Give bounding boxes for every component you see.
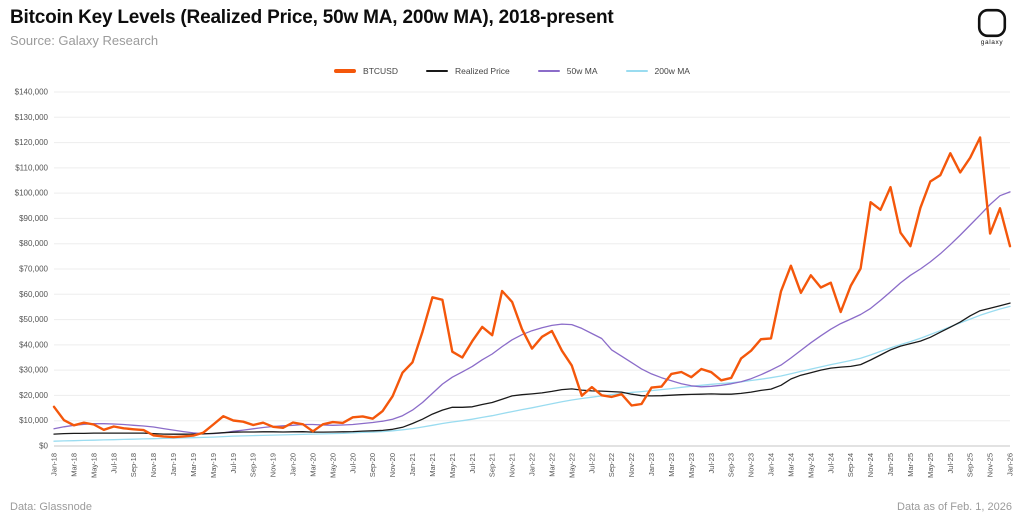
svg-text:Jul-21: Jul-21	[468, 453, 477, 473]
legend-swatch-realized-price-icon	[425, 70, 448, 72]
svg-text:Jan-25: Jan-25	[886, 453, 895, 476]
svg-text:Nov-19: Nov-19	[269, 453, 278, 477]
svg-text:Mar-25: Mar-25	[906, 453, 915, 477]
svg-text:May-18: May-18	[89, 453, 98, 478]
svg-text:$80,000: $80,000	[19, 239, 48, 248]
svg-text:Jul-23: Jul-23	[707, 453, 716, 473]
svg-text:Mar-24: Mar-24	[786, 453, 795, 477]
svg-text:Sep-18: Sep-18	[129, 453, 138, 477]
svg-text:Mar-22: Mar-22	[547, 453, 556, 477]
svg-text:Jan-23: Jan-23	[647, 453, 656, 476]
svg-text:$30,000: $30,000	[19, 366, 48, 375]
svg-text:May-22: May-22	[567, 453, 576, 478]
svg-text:Jul-20: Jul-20	[348, 453, 357, 473]
svg-text:Jan-18: Jan-18	[50, 453, 59, 476]
svg-text:$100,000: $100,000	[15, 189, 49, 198]
svg-text:$50,000: $50,000	[19, 315, 48, 324]
svg-text:$20,000: $20,000	[19, 391, 48, 400]
svg-text:Sep-20: Sep-20	[368, 453, 377, 477]
svg-text:$120,000: $120,000	[15, 138, 49, 147]
svg-text:$90,000: $90,000	[19, 214, 48, 223]
legend-label-btcusd: BTCUSD	[363, 66, 398, 76]
svg-text:May-19: May-19	[209, 453, 218, 478]
svg-text:$110,000: $110,000	[15, 163, 48, 172]
legend-swatch-200w-ma-icon	[625, 70, 648, 72]
legend-label-realized-price: Realized Price	[454, 66, 510, 76]
svg-text:Sep-23: Sep-23	[727, 453, 736, 477]
svg-text:Jan-22: Jan-22	[528, 453, 537, 476]
svg-text:Jan-19: Jan-19	[169, 453, 178, 476]
svg-text:$10,000: $10,000	[19, 416, 48, 425]
svg-text:Nov-25: Nov-25	[986, 453, 995, 477]
legend-swatch-50w-ma-icon	[537, 70, 560, 72]
price-chart: $0 $10,000 $20,000 $30,000 $40,000 $50,000 $60…	[8, 82, 1016, 499]
legend-item-200w-ma: 200w MA	[625, 66, 690, 76]
svg-text:$140,000: $140,000	[15, 88, 49, 97]
svg-text:Sep-21: Sep-21	[488, 453, 497, 477]
svg-text:Nov-23: Nov-23	[747, 453, 756, 477]
svg-text:Jan-21: Jan-21	[408, 453, 417, 476]
svg-text:Nov-20: Nov-20	[388, 453, 397, 477]
svg-text:Jan-24: Jan-24	[767, 453, 776, 476]
svg-text:May-23: May-23	[687, 453, 696, 478]
source-label: Source: Galaxy Research	[10, 33, 159, 48]
svg-text:Jul-22: Jul-22	[587, 453, 596, 473]
svg-text:Jul-19: Jul-19	[229, 453, 238, 473]
svg-text:$70,000: $70,000	[19, 265, 48, 274]
svg-text:$130,000: $130,000	[15, 113, 49, 122]
svg-text:Sep-19: Sep-19	[249, 453, 258, 477]
legend-item-realized-price: Realized Price	[425, 66, 510, 76]
svg-text:Mar-18: Mar-18	[69, 453, 78, 477]
svg-text:Mar-23: Mar-23	[667, 453, 676, 477]
svg-text:May-24: May-24	[806, 453, 815, 478]
svg-text:Mar-20: Mar-20	[308, 453, 317, 477]
galaxy-logo-label: galaxy	[980, 39, 1004, 46]
svg-text:Jul-24: Jul-24	[826, 453, 835, 473]
svg-text:Nov-21: Nov-21	[508, 453, 517, 477]
svg-text:Nov-18: Nov-18	[149, 453, 158, 477]
svg-text:Sep-24: Sep-24	[846, 453, 855, 477]
svg-text:May-20: May-20	[328, 453, 337, 478]
legend-label-50w-ma: 50w MA	[566, 66, 598, 76]
svg-text:Jan-20: Jan-20	[289, 453, 298, 476]
legend-item-50w-ma: 50w MA	[537, 66, 598, 76]
chart-legend: BTCUSD Realized Price 50w MA 200w MA	[0, 66, 1024, 76]
svg-text:Nov-22: Nov-22	[627, 453, 636, 477]
svg-text:Mar-19: Mar-19	[189, 453, 198, 477]
svg-text:$60,000: $60,000	[19, 290, 48, 299]
data-as-of-note: Data as of Feb. 1, 2026	[897, 501, 1012, 513]
svg-text:Nov-24: Nov-24	[866, 453, 875, 477]
svg-text:Jul-25: Jul-25	[946, 453, 955, 473]
galaxy-logo-icon	[977, 8, 1007, 38]
legend-item-btcusd: BTCUSD	[334, 66, 398, 76]
galaxy-logo: galaxy	[970, 8, 1014, 46]
svg-text:Jul-18: Jul-18	[109, 453, 118, 473]
svg-text:Sep-25: Sep-25	[966, 453, 975, 477]
legend-label-200w-ma: 200w MA	[654, 66, 690, 76]
svg-text:Sep-22: Sep-22	[607, 453, 616, 477]
svg-text:$0: $0	[39, 442, 48, 451]
svg-text:May-21: May-21	[448, 453, 457, 478]
svg-text:May-25: May-25	[926, 453, 935, 478]
svg-text:$40,000: $40,000	[19, 340, 48, 349]
svg-text:Mar-21: Mar-21	[428, 453, 437, 477]
page-title: Bitcoin Key Levels (Realized Price, 50w …	[10, 7, 614, 28]
data-source-note: Data: Glassnode	[10, 501, 92, 513]
svg-text:Jan-26: Jan-26	[1006, 453, 1015, 476]
legend-swatch-btcusd-icon	[334, 69, 357, 73]
